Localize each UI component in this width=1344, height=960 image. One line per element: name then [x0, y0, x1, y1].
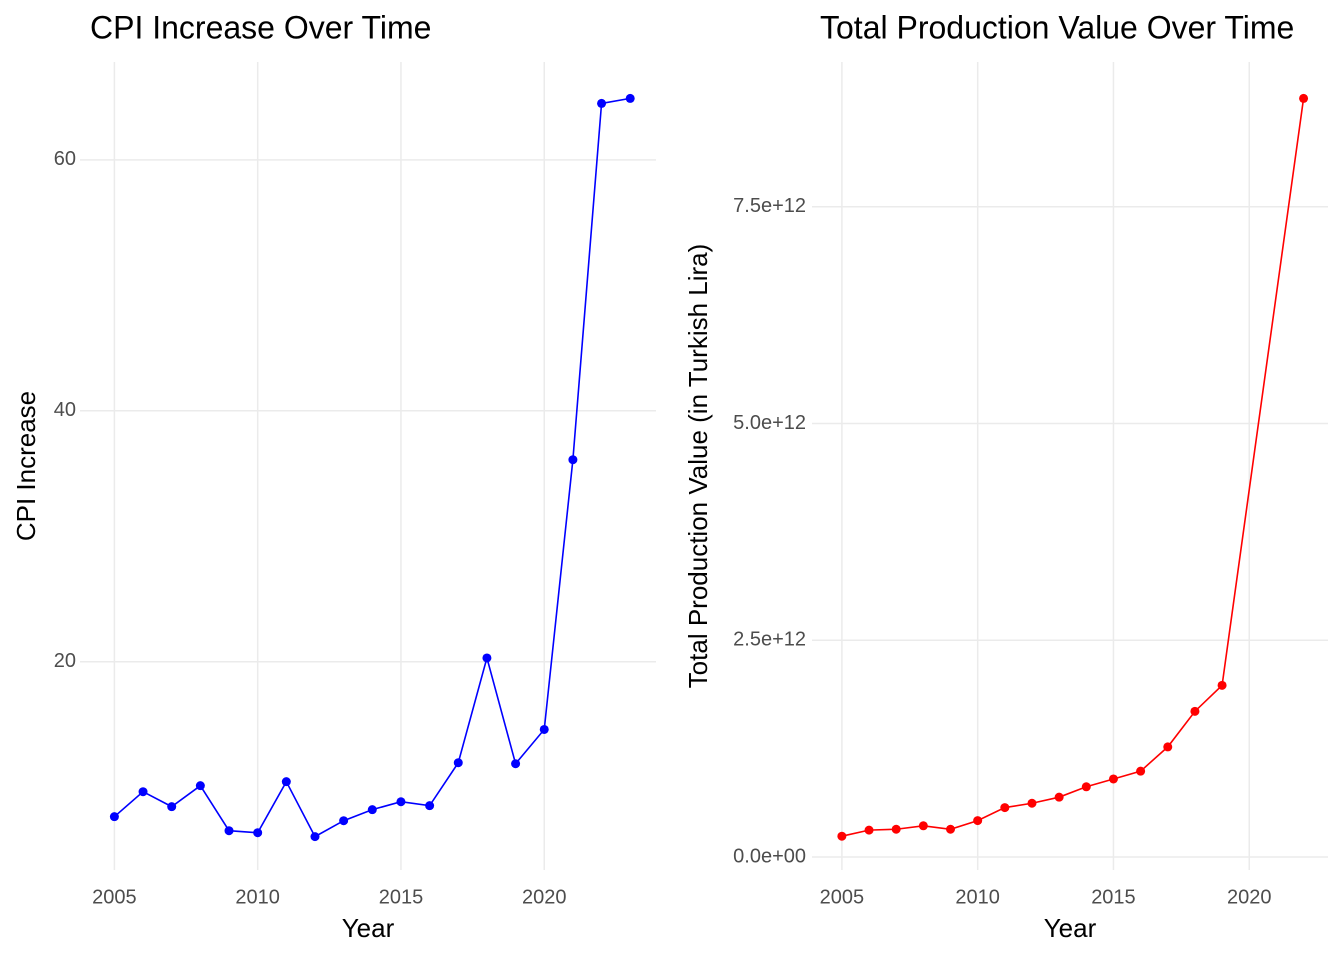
data-point: [195, 781, 205, 791]
series-line: [113, 97, 631, 838]
data-point: [511, 759, 521, 769]
data-point: [425, 801, 435, 811]
x-tick-label: 2015: [379, 886, 424, 908]
data-point: [224, 826, 234, 836]
data-point: [1108, 774, 1118, 784]
x-tick-label: 2020: [1227, 886, 1272, 908]
data-point: [568, 455, 578, 465]
data-point: [539, 724, 549, 734]
y-axis-title: CPI Increase: [11, 391, 41, 541]
x-tick-label: 2010: [955, 886, 1000, 908]
chart-title: Total Production Value Over Time: [820, 9, 1294, 45]
data-point: [167, 802, 177, 812]
y-tick-label: 20: [54, 650, 76, 672]
series-line: [841, 98, 1305, 837]
data-point: [281, 777, 291, 787]
data-point: [339, 816, 349, 826]
data-point: [891, 824, 901, 834]
y-tick-label: 40: [54, 399, 76, 421]
data-point: [482, 653, 492, 663]
data-point: [109, 812, 119, 822]
data-point: [918, 821, 928, 831]
data-point: [253, 828, 263, 838]
x-tick-label: 2015: [1091, 886, 1136, 908]
data-point: [138, 787, 148, 797]
data-point: [1136, 766, 1146, 776]
data-point: [864, 825, 874, 835]
y-tick-label: 0.0e+00: [733, 845, 806, 867]
x-tick-label: 2010: [235, 886, 280, 908]
y-axis-title: Total Production Value (in Turkish Lira): [683, 244, 713, 689]
x-axis-title: Year: [1044, 913, 1097, 943]
data-point: [1000, 803, 1010, 813]
y-tick-label: 60: [54, 148, 76, 170]
data-point: [597, 98, 607, 108]
data-point: [1217, 680, 1227, 690]
data-point: [946, 824, 956, 834]
data-point: [453, 758, 463, 768]
data-point: [1081, 782, 1091, 792]
y-tick-label: 2.5e+12: [733, 629, 806, 651]
data-point: [1190, 706, 1200, 716]
y-tick-label: 5.0e+12: [733, 412, 806, 434]
data-point: [973, 816, 983, 826]
y-tick-label: 7.5e+12: [733, 195, 806, 217]
data-point: [625, 93, 635, 103]
data-point: [310, 832, 320, 842]
data-point: [837, 831, 847, 841]
data-point: [1027, 798, 1037, 808]
x-axis-title: Year: [342, 913, 395, 943]
data-point: [367, 805, 377, 815]
data-point: [1054, 792, 1064, 802]
data-point: [396, 797, 406, 807]
x-tick-label: 2005: [820, 886, 865, 908]
chart-title: CPI Increase Over Time: [90, 9, 431, 45]
data-point: [1299, 93, 1309, 103]
x-tick-label: 2005: [92, 886, 137, 908]
data-point: [1163, 742, 1173, 752]
x-tick-label: 2020: [522, 886, 567, 908]
